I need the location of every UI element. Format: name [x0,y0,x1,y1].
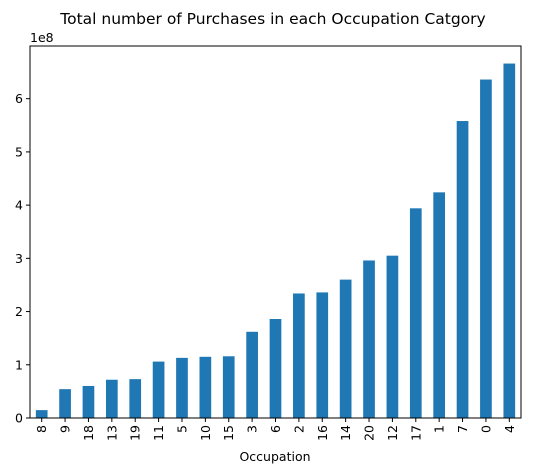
y-tick-label: 1 [15,357,23,372]
x-tick-label: 16 [315,425,330,441]
x-tick-label: 11 [151,425,166,441]
x-tick-label: 13 [104,425,119,441]
x-tick-label: 5 [174,425,189,433]
x-tick-label: 4 [502,425,517,433]
x-tick-label: 12 [385,425,400,441]
x-tick-label: 14 [338,425,353,441]
bar-occupation-6 [269,319,282,418]
bar-occupation-20 [363,260,375,418]
bar-occupation-11 [152,361,165,418]
x-tick-label: 18 [81,425,96,441]
y-tick-label: 6 [15,91,23,106]
bar-occupation-4 [503,63,516,419]
bar-occupation-8 [35,410,48,418]
bar-occupation-16 [316,292,329,418]
bar-occupation-3 [246,331,258,418]
x-tick-label: 0 [478,425,493,433]
bar-occupation-18 [82,385,95,418]
bar-occupation-10 [199,356,212,418]
x-tick-label: 2 [291,425,306,433]
bar-occupation-0 [480,79,492,418]
y-tick-label: 0 [15,411,23,426]
bar-occupation-9 [59,389,71,418]
bar-occupation-17 [409,208,422,418]
bar-occupation-15 [222,356,235,418]
y-axis-offset-label: 1e8 [30,30,54,45]
x-tick-label: 15 [221,425,236,441]
bar-occupation-13 [105,379,118,418]
bar-occupation-1 [433,192,446,418]
bar-occupation-19 [129,379,142,418]
chart-title: Total number of Purchases in each Occupa… [59,10,485,28]
x-tick-label: 9 [58,425,73,433]
x-tick-label: 17 [408,425,423,441]
bar-occupation-12 [386,255,399,418]
x-tick-label: 20 [362,425,377,441]
y-tick-label: 5 [15,144,23,159]
x-axis-label: Occupation [239,449,310,464]
x-tick-label: 19 [128,425,143,441]
bar-occupation-7 [456,121,469,418]
y-tick-label: 3 [15,251,23,266]
x-tick-label: 10 [198,425,213,441]
bar-occupation-14 [339,279,352,418]
y-tick-label: 4 [15,198,23,213]
x-tick-label: 3 [245,425,260,433]
x-tick-label: 1 [432,425,447,433]
x-tick-label: 7 [455,425,470,433]
bar-occupation-2 [293,293,305,418]
y-tick-label: 2 [15,304,23,319]
x-tick-label: 6 [268,425,283,433]
bar-occupation-5 [176,357,188,418]
x-tick-label: 8 [34,425,49,433]
